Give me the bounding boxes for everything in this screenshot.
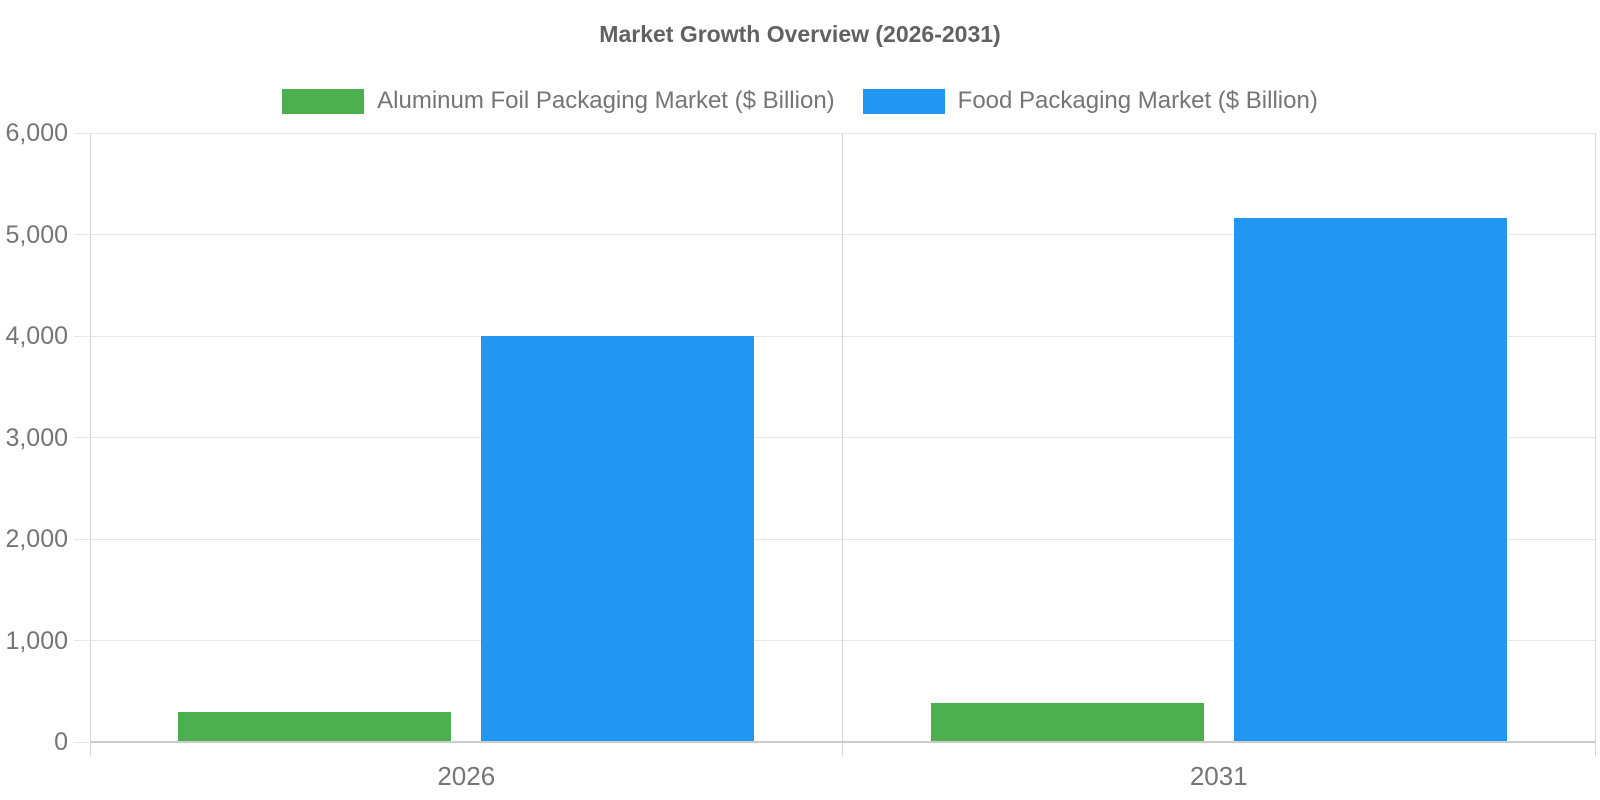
y-tick-label: 1,000: [5, 626, 68, 655]
y-axis-tick: [74, 538, 89, 540]
y-tick-label: 3,000: [5, 423, 68, 452]
chart-legend: Aluminum Foil Packaging Market ($ Billio…: [0, 85, 1600, 117]
legend-swatch-food-packaging: [862, 88, 945, 114]
y-axis-tick: [74, 335, 89, 337]
legend-item-food-packaging: Food Packaging Market ($ Billion): [862, 87, 1318, 115]
category-divider-line: [842, 133, 843, 756]
plot-right-border: [1594, 133, 1596, 756]
bar-2026-series-1[interactable]: [481, 336, 755, 742]
legend-label-aluminum-foil: Aluminum Foil Packaging Market ($ Billio…: [377, 87, 835, 114]
y-axis-line: [89, 133, 91, 756]
y-tick-label: 2,000: [5, 525, 68, 553]
y-axis-tick: [74, 132, 89, 134]
bar-2031-series-1[interactable]: [1233, 218, 1507, 742]
legend-item-aluminum-foil: Aluminum Foil Packaging Market ($ Billio…: [282, 87, 835, 115]
x-axis-baseline: [90, 741, 1595, 743]
y-tick-label: 0: [54, 728, 68, 756]
y-axis-tick: [74, 437, 89, 438]
bar-2031-series-0[interactable]: [930, 703, 1204, 742]
y-axis-tick: [74, 640, 89, 641]
x-category-label: 2026: [437, 761, 496, 791]
y-tick-label: 6,000: [5, 119, 68, 147]
legend-label-food-packaging: Food Packaging Market ($ Billion): [957, 87, 1318, 114]
chart-title: Market Growth Overview (2026-2031): [599, 21, 1001, 47]
x-category-label: 2031: [1189, 761, 1248, 791]
y-tick-label: 5,000: [5, 220, 68, 249]
y-axis-tick: [74, 741, 89, 743]
y-axis-tick: [74, 234, 89, 235]
legend-swatch-aluminum-foil: [282, 88, 365, 114]
y-tick-label: 4,000: [5, 322, 68, 350]
bar-2026-series-0[interactable]: [178, 711, 452, 742]
